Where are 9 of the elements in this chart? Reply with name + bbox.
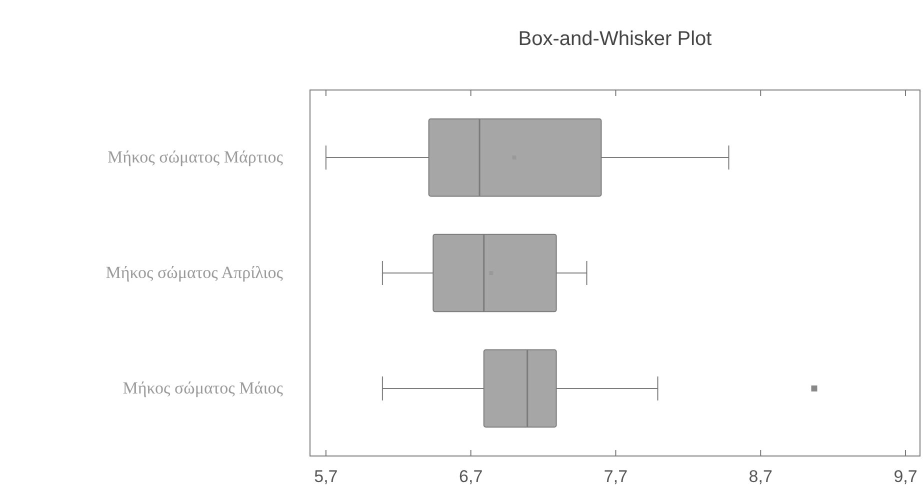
y-tick-label: Μήκος σώματος Μάρτιος [107,148,284,167]
chart-title: Box-and-Whisker Plot [518,28,712,50]
x-tick-label: 8,7 [748,467,772,486]
y-tick-label: Μήκος σώματος Απρίλιος [106,263,284,282]
x-tick-label: 9,7 [894,467,918,486]
y-tick-label: Μήκος σώματος Μάιος [122,378,284,398]
x-tick-label: 6,7 [459,467,483,486]
x-tick-label: 7,7 [604,467,628,486]
x-tick-label: 5,7 [314,467,338,486]
